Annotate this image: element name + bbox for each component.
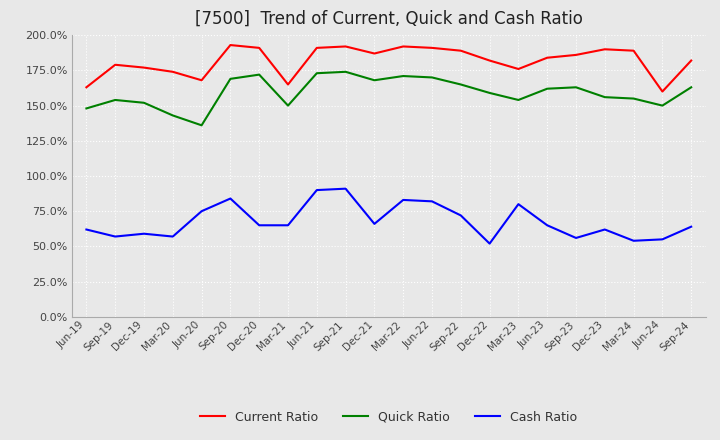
Cash Ratio <box>255 223 264 228</box>
Quick Ratio <box>687 84 696 90</box>
Current Ratio <box>485 58 494 63</box>
Current Ratio <box>687 58 696 63</box>
Legend: Current Ratio, Quick Ratio, Cash Ratio: Current Ratio, Quick Ratio, Cash Ratio <box>195 406 582 429</box>
Quick Ratio <box>284 103 292 108</box>
Quick Ratio <box>485 90 494 95</box>
Current Ratio <box>312 45 321 51</box>
Quick Ratio <box>399 73 408 79</box>
Quick Ratio <box>370 77 379 83</box>
Cash Ratio <box>399 197 408 202</box>
Quick Ratio <box>140 100 148 106</box>
Quick Ratio <box>197 123 206 128</box>
Quick Ratio <box>658 103 667 108</box>
Cash Ratio <box>456 213 465 218</box>
Current Ratio <box>543 55 552 60</box>
Line: Current Ratio: Current Ratio <box>86 45 691 92</box>
Cash Ratio <box>658 237 667 242</box>
Quick Ratio <box>111 97 120 103</box>
Quick Ratio <box>168 113 177 118</box>
Quick Ratio <box>543 86 552 92</box>
Cash Ratio <box>572 235 580 241</box>
Cash Ratio <box>197 209 206 214</box>
Cash Ratio <box>543 223 552 228</box>
Cash Ratio <box>629 238 638 243</box>
Quick Ratio <box>255 72 264 77</box>
Current Ratio <box>255 45 264 51</box>
Current Ratio <box>284 82 292 87</box>
Quick Ratio <box>312 70 321 76</box>
Current Ratio <box>600 47 609 52</box>
Current Ratio <box>514 66 523 72</box>
Cash Ratio <box>168 234 177 239</box>
Current Ratio <box>370 51 379 56</box>
Current Ratio <box>428 45 436 51</box>
Quick Ratio <box>428 75 436 80</box>
Quick Ratio <box>572 84 580 90</box>
Cash Ratio <box>111 234 120 239</box>
Current Ratio <box>140 65 148 70</box>
Quick Ratio <box>341 69 350 74</box>
Line: Quick Ratio: Quick Ratio <box>86 72 691 125</box>
Quick Ratio <box>82 106 91 111</box>
Current Ratio <box>226 42 235 48</box>
Quick Ratio <box>226 76 235 81</box>
Current Ratio <box>629 48 638 53</box>
Cash Ratio <box>226 196 235 201</box>
Cash Ratio <box>514 202 523 207</box>
Current Ratio <box>399 44 408 49</box>
Cash Ratio <box>428 199 436 204</box>
Quick Ratio <box>514 97 523 103</box>
Cash Ratio <box>82 227 91 232</box>
Cash Ratio <box>485 241 494 246</box>
Current Ratio <box>456 48 465 53</box>
Current Ratio <box>168 69 177 74</box>
Title: [7500]  Trend of Current, Quick and Cash Ratio: [7500] Trend of Current, Quick and Cash … <box>195 10 582 28</box>
Cash Ratio <box>341 186 350 191</box>
Current Ratio <box>111 62 120 67</box>
Current Ratio <box>197 77 206 83</box>
Quick Ratio <box>456 82 465 87</box>
Current Ratio <box>82 84 91 90</box>
Current Ratio <box>572 52 580 58</box>
Current Ratio <box>658 89 667 94</box>
Cash Ratio <box>312 187 321 193</box>
Quick Ratio <box>629 96 638 101</box>
Line: Cash Ratio: Cash Ratio <box>86 189 691 244</box>
Cash Ratio <box>600 227 609 232</box>
Cash Ratio <box>284 223 292 228</box>
Cash Ratio <box>687 224 696 229</box>
Current Ratio <box>341 44 350 49</box>
Quick Ratio <box>600 95 609 100</box>
Cash Ratio <box>370 221 379 227</box>
Cash Ratio <box>140 231 148 236</box>
